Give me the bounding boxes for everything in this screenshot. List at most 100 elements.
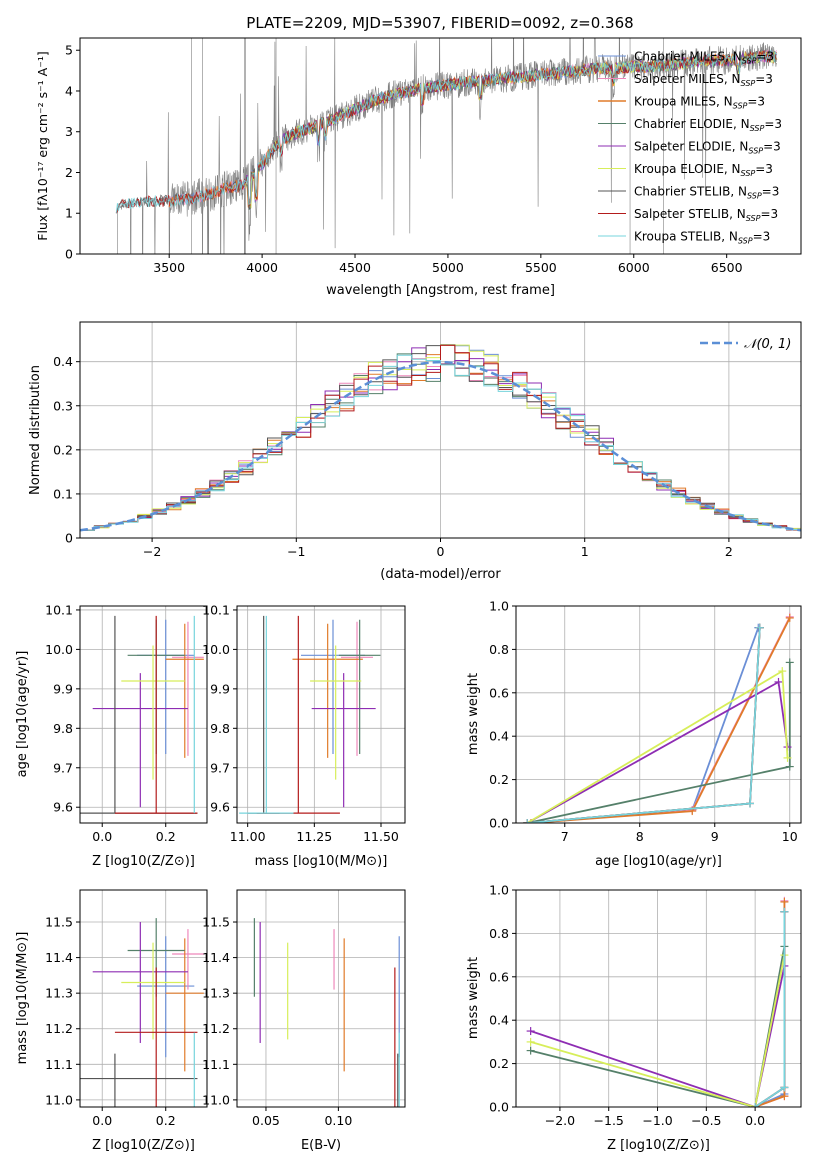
x-tick-label: 0.2 [156,1113,176,1128]
y-tick-label: 0.2 [489,772,509,787]
plot-area-weight_vs_age [523,612,794,823]
x-tick-label: 4000 [246,260,278,275]
panel-age_vs_mass: 11.00 11.25 11.50 9.6 9.7 9.8 9.9 10.0 10.1 mass … [202,602,406,869]
x-tick-label: 0 [437,544,445,559]
gaussian-curve [80,360,801,532]
weight-z-line-salpeter_elodie [530,965,786,1107]
x-tick-label: 0.0 [92,829,112,844]
y-tick-label: 0.8 [489,926,509,941]
panel-residuals: −2 −1 0 1 2 0 0.1 0.2 0.3 0.4 (data-model)/error No… [28,321,802,582]
panel-age_vs_Z: 0.0 0.2 9.6 9.7 9.8 9.9 10.0 10.1 Z [log10(Z/Z⊙)… [15,602,208,869]
x-tick-label: 2 [725,544,733,559]
x-tick-label: −1.5 [594,1113,624,1128]
y-tick-label: 11.5 [45,915,73,930]
x-tick-label: 6000 [618,260,650,275]
y-tick-label: 11.3 [45,986,73,1001]
y-tick-label: 11.1 [45,1057,73,1072]
legend-label: Salpeter ELODIE, NSSP=3 [634,140,781,156]
y-tick-label: 11.2 [202,1021,230,1036]
axes-frame [236,889,406,1108]
weight-age-line-kroupa_elodie [526,669,789,823]
y-tick-label: 10.0 [45,642,73,657]
x-tick-label: 5000 [432,260,464,275]
weight-age-line-chabrier_stelib [527,627,761,823]
y-tick-label: 11.5 [202,915,230,930]
y-tick-label: 5 [65,43,73,58]
x-tick-label: −1.0 [642,1113,672,1128]
x-tick-label: 0.0 [92,1113,112,1128]
y-tick-label: 11.2 [45,1021,73,1036]
panel-weight_vs_age: 7 8 9 10 0.0 0.2 0.4 0.6 0.8 1.0 age [log10(age/yr… [466,599,802,869]
weight-z-line-chabrier_elodie [530,946,786,1107]
x-tick-label: 11.25 [296,829,332,844]
x-tick-label: 4500 [339,260,371,275]
y-tick-label: 1.0 [489,883,509,898]
x-tick-label: 9 [711,829,719,844]
legend-label: Kroupa MILES, NSSP=3 [634,95,765,111]
x-axis-label: Z [log10(Z/Z⊙)] [607,1138,710,1153]
x-tick-label: 8 [636,829,644,844]
histogram-salpeter_stelib [80,344,801,531]
x-tick-label: 10 [782,829,798,844]
weight-age-line-kroupa_stelib [527,627,761,823]
y-tick-label: 0.0 [489,816,509,831]
y-tick-label: 11.0 [45,1092,73,1107]
legend-label: Chabrier ELODIE, NSSP=3 [634,117,782,133]
plot-area-age_vs_Z [80,615,204,814]
plot-area-age_vs_mass [239,615,381,814]
weight-age-line-chabrier_miles [527,627,760,823]
plot-area-spectrum [115,38,778,254]
axes-frame [79,37,802,255]
legend-label: Kroupa ELODIE, NSSP=3 [634,162,773,178]
x-tick-label: 6500 [711,260,743,275]
y-axis-label: mass [log10(M/M⊙)] [15,932,30,1065]
x-tick-label: 5500 [525,260,557,275]
y-tick-label: 0.6 [489,685,509,700]
x-tick-label: 3500 [153,260,185,275]
weight-z-line-chabrier_miles [754,911,786,1107]
y-tick-label: 0.2 [489,1056,509,1071]
y-tick-label: 4 [65,83,73,98]
y-tick-label: 0.2 [53,442,73,457]
weight-age-line-salpeter_stelib [527,627,761,823]
weight-z-line-chabrier_stelib [754,911,786,1107]
figure-title: PLATE=2209, MJD=53907, FIBERID=0092, z=0… [246,14,633,32]
x-axis-label: age [log10(age/yr)] [595,854,722,869]
y-axis-label: mass weight [466,673,481,755]
x-axis-label: mass [log10(M/M⊙)] [255,854,388,869]
model-line-kroupa_stelib [115,49,777,214]
y-tick-label: 11.4 [202,950,230,965]
weight-z-line-salpeter_stelib [754,911,786,1107]
y-tick-label: 0 [65,531,73,546]
y-tick-label: 9.7 [210,760,230,775]
y-tick-label: 0.8 [489,642,509,657]
x-tick-label: 11.50 [363,829,399,844]
model-line-chabrier_stelib [115,50,777,214]
y-tick-label: 9.7 [53,760,73,775]
x-axis-label: (data-model)/error [380,567,501,582]
x-tick-label: 0.0 [745,1113,765,1128]
panel-mass_vs_ebv: 0.05 0.10 11.0 11.1 11.2 11.3 11.4 11.5 E(B-V) [202,889,406,1153]
plot-area-mass_vs_ebv [253,918,400,1107]
y-axis-label: Normed distribution [28,365,43,495]
y-tick-label: 1.0 [489,599,509,614]
y-tick-label: 11.0 [202,1092,230,1107]
x-axis-label: wavelength [Angstrom, rest frame] [326,283,555,298]
plot-area-mass_vs_Z [80,918,204,1107]
y-tick-label: 0.1 [53,486,73,501]
weight-age-line-salpeter_elodie [526,680,789,823]
y-tick-label: 11.3 [202,986,230,1001]
legend-label: Chabrier STELIB, NSSP=3 [634,185,779,201]
y-tick-label: 9.8 [53,721,73,736]
y-tick-label: 0.4 [489,1013,509,1028]
y-axis-label: Flux [fλ10⁻¹⁷ erg cm⁻² s⁻¹ A⁻¹] [35,51,50,240]
y-tick-label: 9.6 [53,800,73,815]
y-tick-label: 2 [65,165,73,180]
y-tick-label: 9.8 [210,721,230,736]
y-tick-label: 1 [65,206,73,221]
model-line-salpeter_stelib [115,49,777,214]
y-axis-label: mass weight [466,957,481,1039]
plot-area-residuals [80,344,801,532]
histogram-kroupa_stelib [80,354,801,531]
